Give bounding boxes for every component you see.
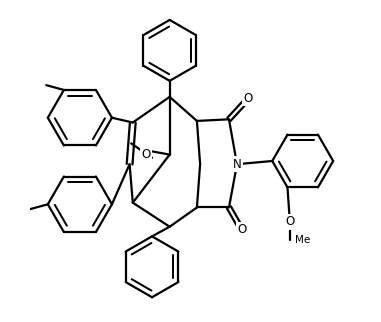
Text: Me: Me [295,234,310,244]
Text: O: O [141,148,150,161]
Text: O: O [285,215,295,228]
Text: O: O [243,92,253,105]
Text: N: N [233,158,242,171]
Text: O: O [237,223,247,236]
